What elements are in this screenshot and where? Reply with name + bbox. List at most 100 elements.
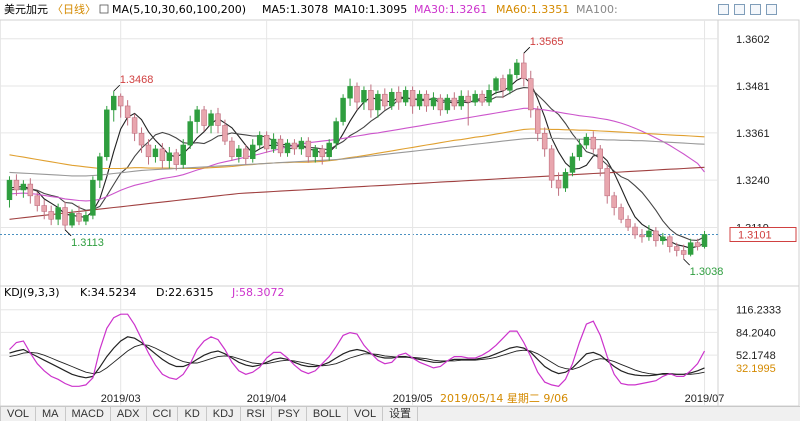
- k-value: K:34.5234: [80, 286, 136, 299]
- candle-body: [451, 97, 458, 107]
- candle-body: [562, 172, 569, 189]
- candle-body: [20, 183, 27, 191]
- ma-params: MA(5,10,30,60,100,200): [112, 3, 246, 16]
- expand-icon[interactable]: [718, 4, 729, 15]
- candle-body: [576, 144, 583, 158]
- tab-boll[interactable]: BOLL: [307, 407, 349, 421]
- candle-body: [83, 215, 89, 222]
- zoom-in-icon[interactable]: [750, 4, 761, 15]
- chart-canvas: 1.36021.34811.33611.32401.31191.31011.34…: [0, 2, 800, 406]
- j-value: J:58.3072: [231, 286, 284, 299]
- candle-body: [361, 90, 367, 103]
- candle-body: [48, 211, 54, 220]
- candle-body: [111, 95, 117, 111]
- indicator-tabs: VOL MA MACD ADX CCI KD KDJ RSI PSY BOLL VOL 设置: [0, 406, 800, 421]
- current-price-box: [729, 226, 797, 242]
- candle-body: [458, 95, 464, 107]
- zoom-out-icon[interactable]: [766, 4, 777, 15]
- candle-body: [131, 117, 138, 134]
- kdj-current-j-label: 32.1995: [736, 363, 776, 375]
- axis-labels: 1.36021.34811.33611.32401.31191.31011.34…: [64, 34, 797, 405]
- candle-body: [215, 113, 221, 126]
- period-label[interactable]: 〈日线〉: [52, 2, 96, 16]
- candle-body: [632, 226, 638, 236]
- candle-body: [326, 142, 332, 158]
- tab-vol[interactable]: VOL: [0, 407, 37, 421]
- candle-body: [159, 148, 166, 161]
- candle-body: [173, 152, 180, 165]
- candle-body: [250, 144, 256, 159]
- price-annotation: 1.3468: [120, 74, 154, 86]
- candle-body: [479, 93, 485, 103]
- tab-macd[interactable]: MACD: [66, 407, 111, 421]
- candle-body: [208, 113, 214, 126]
- candle-body: [639, 234, 645, 238]
- ma100-value: MA100:: [576, 3, 618, 16]
- candle-body: [368, 90, 374, 111]
- candle-body: [534, 109, 541, 134]
- candle-body: [90, 179, 96, 216]
- candle-body: [673, 246, 680, 251]
- candle-body: [187, 121, 193, 146]
- current-price-label: 1.3101: [738, 229, 772, 241]
- candle-body: [472, 93, 478, 103]
- y-tick-label: 1.3361: [736, 128, 770, 140]
- candle-body: [555, 179, 562, 189]
- kdj-lines: [9, 313, 706, 387]
- candle-body: [402, 90, 409, 103]
- price-annotation: 1.3038: [690, 266, 724, 278]
- ma-line-ma5: [9, 76, 705, 249]
- annotation-leader: [683, 258, 690, 266]
- tab-psy[interactable]: PSY: [272, 407, 307, 421]
- candle-body: [521, 62, 527, 79]
- tab-cci[interactable]: CCI: [147, 407, 179, 421]
- candle-body: [395, 91, 402, 103]
- ma-lines: [9, 76, 705, 249]
- candle-body: [465, 95, 471, 103]
- y-tick-label: 1.3602: [736, 34, 770, 46]
- annotation-leader: [113, 84, 121, 92]
- candle-body: [138, 133, 145, 146]
- x-tick-label: 2019/07: [685, 393, 725, 405]
- candle-body: [76, 213, 82, 222]
- x-tick-label: 2019/05: [393, 393, 433, 405]
- candle-body: [660, 236, 666, 242]
- tab-rsi[interactable]: RSI: [241, 407, 272, 421]
- candle-body: [6, 179, 13, 201]
- kdj-line-d: [9, 344, 705, 375]
- d-value: D:22.6315: [156, 286, 214, 299]
- candle-body: [444, 97, 451, 111]
- candle-body: [263, 134, 270, 150]
- candle-body: [618, 207, 624, 220]
- candle-body: [145, 144, 152, 158]
- ma-line-ma30: [9, 107, 705, 202]
- candle-body: [97, 156, 103, 181]
- tab-kd[interactable]: KD: [178, 407, 207, 421]
- candle-body: [256, 134, 263, 146]
- x-tick-label: 2019/04: [247, 393, 287, 405]
- crosshair-icon[interactable]: [734, 4, 745, 15]
- tab-vol[interactable]: VOL: [348, 407, 384, 421]
- candle-body: [298, 140, 305, 150]
- candle-body: [152, 148, 159, 158]
- y-tick-label: 1.3481: [736, 81, 770, 93]
- candle-body: [194, 109, 200, 122]
- candle-body: [597, 148, 604, 169]
- candle-body: [243, 148, 249, 159]
- candle-body: [305, 140, 312, 158]
- kdj-y-tick-label: 52.1748: [736, 350, 776, 362]
- cursor-date-label: 2019/05/14 星期二 9/06: [440, 392, 568, 405]
- tab-adx[interactable]: ADX: [111, 407, 147, 421]
- candle-body: [389, 91, 395, 107]
- tab-kdj[interactable]: KDJ: [207, 407, 241, 421]
- tab-设置[interactable]: 设置: [383, 407, 419, 421]
- ma-settings-icon[interactable]: [99, 4, 109, 14]
- candle-body: [104, 109, 110, 158]
- tab-ma[interactable]: MA: [36, 407, 66, 421]
- candle-body: [284, 142, 291, 154]
- ma-line-ma10: [9, 87, 705, 241]
- candle-body: [437, 97, 444, 111]
- candle-body: [625, 218, 631, 228]
- price-annotation: 1.3565: [530, 36, 564, 48]
- candle-body: [277, 138, 284, 154]
